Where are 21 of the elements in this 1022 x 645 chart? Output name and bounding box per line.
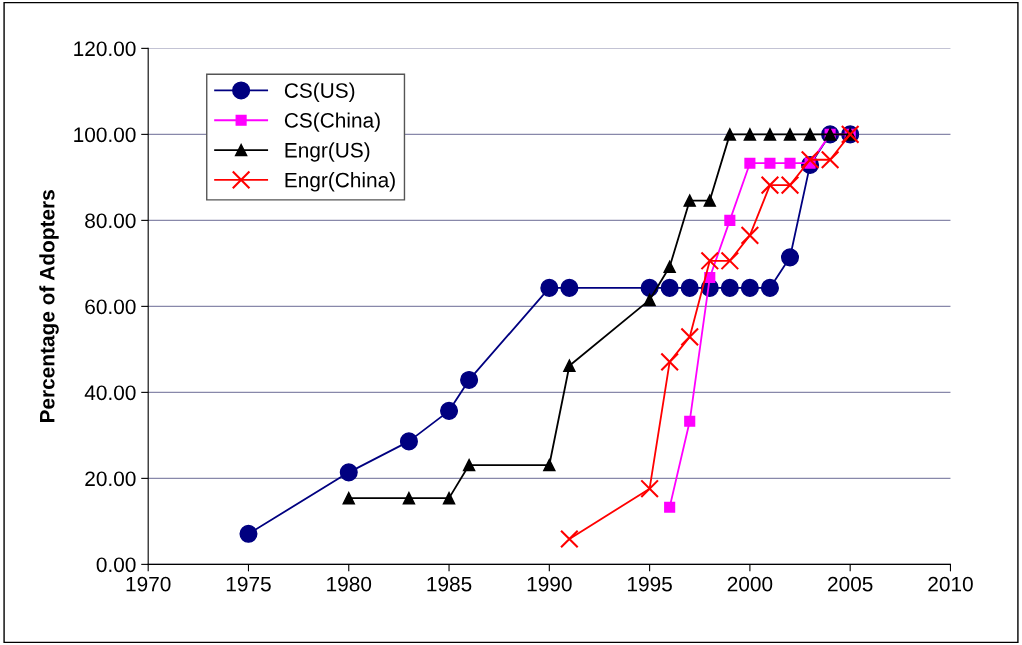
- y-tick-label: 80.00: [85, 213, 136, 229]
- y-tick-label: 120.00: [74, 41, 136, 57]
- y-tick-label: 20.00: [85, 471, 136, 487]
- y-axis-title: Percentage of Adopters: [39, 190, 59, 423]
- x-tick-label: 1990: [527, 576, 572, 592]
- legend-label: CS(China): [284, 112, 380, 132]
- x-tick-label: 1980: [327, 576, 372, 592]
- x-tick-label: 2005: [828, 576, 873, 592]
- x-tick-label: 1970: [126, 576, 171, 592]
- x-tick-label: 1985: [427, 576, 472, 592]
- x-tick-label: 2010: [928, 576, 973, 592]
- x-tick-label: 1975: [226, 576, 271, 592]
- legend-label: CS(US): [284, 82, 355, 103]
- legend-label: Engr(China): [285, 172, 395, 192]
- x-tick-label: 1995: [628, 576, 672, 592]
- y-tick-label: 60.00: [85, 299, 136, 315]
- y-tick-label: 100.00: [74, 127, 136, 143]
- legend-label: Engr(US): [285, 142, 370, 162]
- x-tick-label: 2000: [727, 576, 773, 592]
- y-tick-label: 40.00: [84, 385, 136, 401]
- y-tick-label: 0.00: [96, 557, 136, 573]
